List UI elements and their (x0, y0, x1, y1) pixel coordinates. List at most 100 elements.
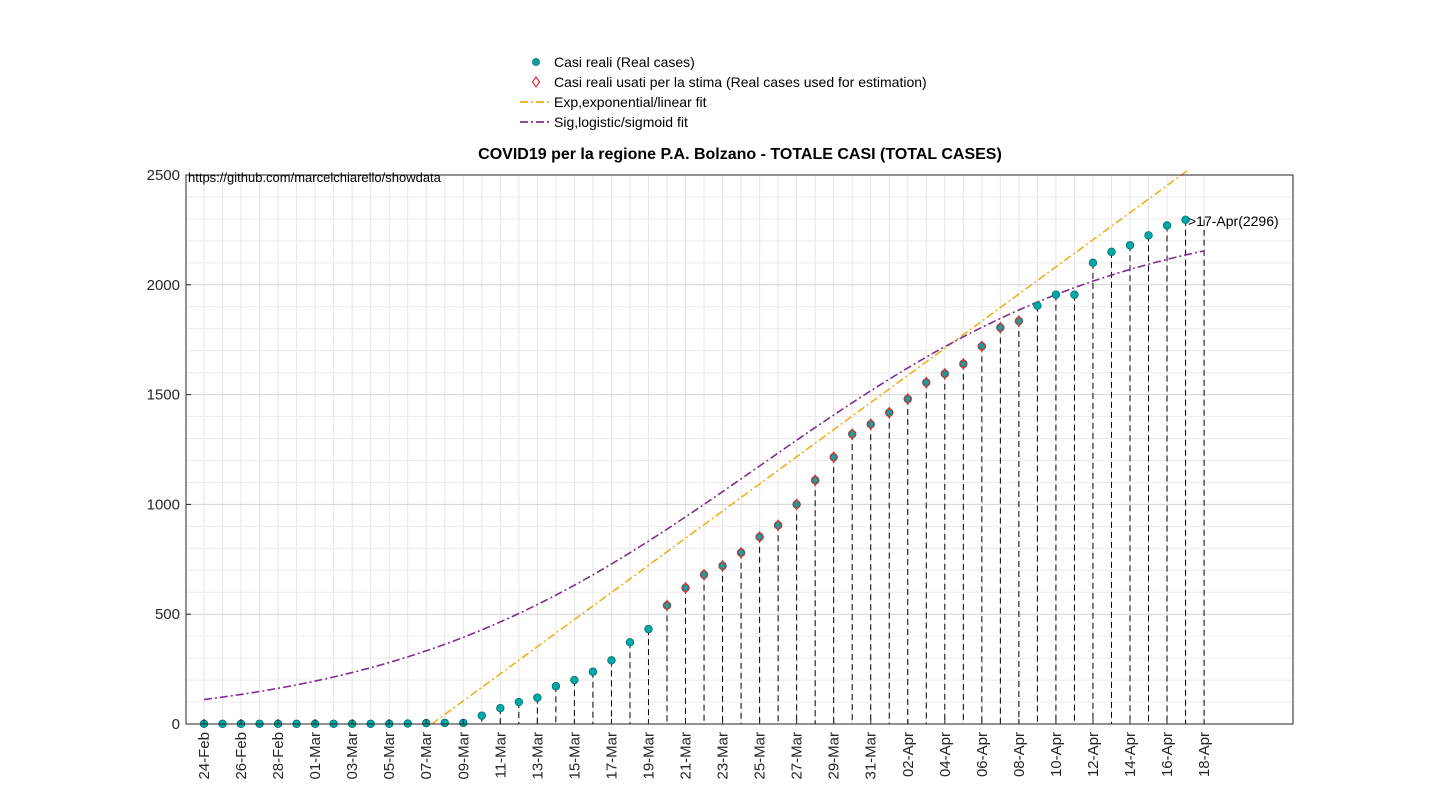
data-point-real (533, 693, 542, 702)
data-point-estimation (699, 568, 709, 581)
data-point-real (644, 624, 653, 634)
y-tick-label: 1000 (147, 496, 180, 513)
data-point-real (1107, 247, 1116, 257)
data-point-real (496, 703, 505, 713)
data-point-real (625, 638, 635, 647)
data-point-estimation (718, 559, 727, 572)
x-tick-label: 04-Apr (937, 732, 954, 777)
legend-label-sig: Sig,logistic/sigmoid fit (554, 114, 688, 130)
data-point-real (1070, 290, 1079, 299)
data-point-real (699, 570, 709, 579)
data-point-real (977, 342, 987, 351)
x-tick-label: 24-Feb (196, 732, 213, 780)
data-point-estimation (755, 530, 764, 543)
x-axis-ticks: 24-Feb 26-Feb 28-Feb 01-Mar 03-Mar 05-Mar 07-M… (196, 719, 1213, 780)
x-tick-label: 28-Feb (270, 732, 287, 780)
data-point-real (903, 394, 912, 404)
x-tick-label: 29-Mar (826, 732, 843, 780)
legend-marker-real-cases (532, 58, 540, 66)
data-point-real (477, 711, 486, 720)
data-point-estimation (829, 451, 838, 464)
data-point-estimation (662, 599, 672, 612)
stem-lines (481, 219, 1205, 724)
x-tick-label: 27-Mar (789, 732, 806, 780)
x-tick-label: 25-Mar (752, 732, 769, 780)
x-tick-label: 13-Mar (529, 732, 546, 780)
x-tick-label: 14-Apr (1122, 732, 1139, 777)
y-tick-label: 2000 (147, 277, 180, 294)
exp-fit-line (431, 169, 1188, 725)
data-point-estimation (847, 428, 857, 441)
data-point-real (718, 561, 727, 571)
data-point-estimation (681, 581, 690, 594)
x-tick-label: 10-Apr (1048, 732, 1065, 777)
legend-label-exp: Exp,exponential/linear fit (554, 94, 707, 110)
x-tick-label: 19-Mar (640, 732, 657, 780)
x-tick-label: 11-Mar (492, 732, 509, 778)
data-point-real (866, 420, 875, 429)
x-tick-label: 17-Mar (603, 732, 620, 780)
data-point-real (1181, 215, 1190, 224)
legend-marker-estimation (531, 75, 541, 89)
data-point-real (755, 532, 764, 542)
data-point-real (959, 359, 968, 369)
x-tick-label: 16-Apr (1159, 732, 1176, 777)
last-point-annotation: >17-Apr(2296) (1188, 213, 1279, 229)
x-tick-label: 03-Mar (344, 732, 361, 780)
data-point-estimation (866, 418, 875, 431)
data-point-estimation (736, 546, 746, 559)
data-point-estimation (940, 367, 950, 380)
data-point-estimation (996, 321, 1005, 334)
data-point-estimation (773, 519, 783, 532)
data-point-real (829, 452, 838, 462)
data-point-real (1088, 258, 1098, 268)
data-point-real (1051, 290, 1061, 299)
data-point-real (885, 408, 894, 417)
y-tick-label: 1500 (147, 387, 180, 404)
x-tick-label: 31-Mar (863, 732, 880, 780)
x-tick-label: 21-Mar (678, 732, 695, 780)
data-point-real (607, 656, 616, 665)
data-point-estimation (959, 357, 968, 370)
x-tick-label: 23-Mar (715, 732, 732, 780)
legend: Casi reali (Real cases) Casi reali usati… (520, 54, 927, 130)
data-point-real (792, 500, 801, 509)
data-point-real (810, 476, 820, 485)
data-point-real (1144, 231, 1153, 240)
data-point-real (1033, 301, 1042, 310)
data-point-real (1014, 316, 1024, 326)
data-point-real (922, 378, 931, 387)
legend-label-real-cases: Casi reali (Real cases) (554, 54, 695, 70)
data-point-real (514, 697, 524, 707)
x-tick-label: 18-Apr (1196, 732, 1213, 777)
data-point-real (848, 429, 857, 439)
x-tick-label: 01-Mar (307, 732, 324, 780)
x-tick-label: 05-Mar (381, 732, 398, 780)
x-tick-label: 08-Apr (1011, 732, 1028, 777)
data-point-real (662, 601, 672, 610)
grid (186, 174, 1293, 725)
y-tick-label: 500 (155, 606, 180, 623)
x-tick-label: 07-Mar (418, 732, 435, 780)
y-axis-ticks: 0 500 1000 1500 2000 2500 (147, 167, 191, 733)
data-point-real (570, 675, 579, 685)
data-point-estimation (977, 340, 987, 353)
data-point-real (736, 548, 746, 557)
data-point-estimation (885, 406, 894, 419)
x-tick-label: 15-Mar (566, 732, 583, 780)
data-point-real (940, 369, 949, 378)
data-point-real (773, 521, 783, 530)
data-point-real (1162, 221, 1172, 230)
x-tick-label: 09-Mar (455, 732, 472, 780)
data-point-estimation (810, 474, 820, 487)
data-point-real (681, 583, 690, 593)
data-point-real (588, 667, 598, 676)
y-tick-label: 2500 (147, 167, 180, 184)
data-point-estimation (922, 376, 931, 389)
data-point-estimation (903, 392, 912, 406)
source-url[interactable]: https://github.com/marcelchiarello/showd… (188, 170, 442, 185)
legend-label-estimation: Casi reali usati per la stima (Real case… (554, 74, 927, 90)
data-point-real (1125, 241, 1135, 250)
x-tick-label: 06-Apr (974, 732, 991, 777)
plot-frame (185, 174, 1294, 725)
